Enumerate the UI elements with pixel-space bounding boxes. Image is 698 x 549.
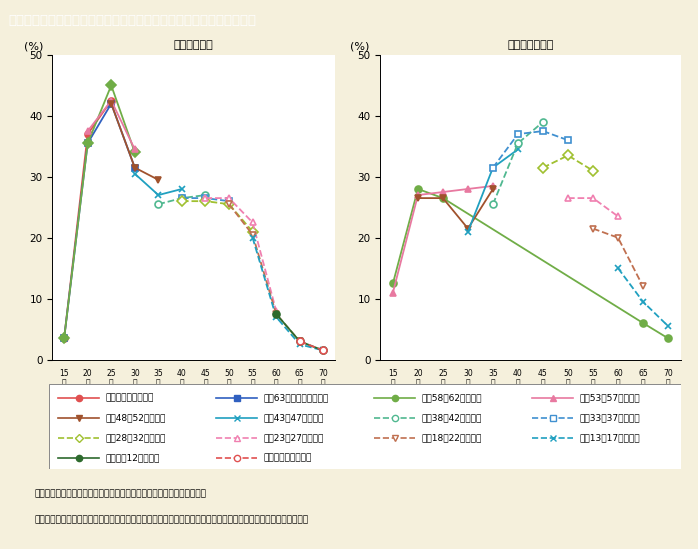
Text: 25
〜
29
歳: 25 〜 29 歳: [438, 369, 447, 407]
Text: ２．「正規の職員・従業員」を「正規雇用」，「非正規の職員・従業員」を「非正規雇用」としている。: ２．「正規の職員・従業員」を「正規雇用」，「非正規の職員・従業員」を「非正規雇用…: [35, 515, 309, 524]
Text: 50
〜
54
歳: 50 〜 54 歳: [224, 369, 234, 407]
Text: 15
〜
19
歳: 15 〜 19 歳: [388, 369, 398, 407]
Text: 55
〜
59
歳: 55 〜 59 歳: [248, 369, 258, 407]
Text: (%): (%): [350, 42, 370, 52]
Text: 35
〜
39
歳: 35 〜 39 歳: [154, 369, 163, 407]
Text: （備考）１．総務省「労働力調査（詳細集計）」（年平均）より作成。: （備考）１．総務省「労働力調査（詳細集計）」（年平均）より作成。: [35, 490, 207, 498]
Text: 昭和３〜７年生まれ: 昭和３〜７年生まれ: [264, 453, 312, 462]
Text: 65
〜
69
歳: 65 〜 69 歳: [638, 369, 648, 407]
Text: 昭和33〜37年生まれ: 昭和33〜37年生まれ: [579, 413, 640, 422]
Text: 45
〜
49
歳: 45 〜 49 歳: [538, 369, 548, 407]
Text: 35
〜
39
歳: 35 〜 39 歳: [488, 369, 498, 407]
Text: 60
〜
64
歳: 60 〜 64 歳: [613, 369, 623, 407]
Text: 昭和８〜12年生まれ: 昭和８〜12年生まれ: [105, 453, 160, 462]
Text: 昭和13〜17年生まれ: 昭和13〜17年生まれ: [579, 433, 640, 442]
Text: 40
〜
44
歳: 40 〜 44 歳: [177, 369, 187, 407]
Text: 50
〜
54
歳: 50 〜 54 歳: [563, 369, 573, 407]
Text: 55
〜
59
歳: 55 〜 59 歳: [588, 369, 598, 407]
Text: 20
〜
24
歳: 20 〜 24 歳: [413, 369, 423, 407]
Text: 40
〜
44
歳: 40 〜 44 歳: [513, 369, 523, 407]
Text: 昭和18〜22年生まれ: 昭和18〜22年生まれ: [422, 433, 482, 442]
Text: 昭和53〜57年生まれ: 昭和53〜57年生まれ: [579, 394, 640, 402]
Text: 30
〜
34
歳: 30 〜 34 歳: [130, 369, 140, 407]
Text: 平成５〜９年生まれ: 平成５〜９年生まれ: [105, 394, 154, 402]
Text: 第６図　女性の年齢階級別労働力率の世代による特徴（雇用形態別）: 第６図 女性の年齢階級別労働力率の世代による特徴（雇用形態別）: [8, 14, 256, 27]
Text: 昭和38〜42年生まれ: 昭和38〜42年生まれ: [422, 413, 482, 422]
Text: 45
〜
49
歳: 45 〜 49 歳: [200, 369, 210, 407]
FancyBboxPatch shape: [49, 384, 681, 469]
Text: 昭和63〜平成４年生まれ: 昭和63〜平成４年生まれ: [264, 394, 329, 402]
Text: 30
〜
34
歳: 30 〜 34 歳: [463, 369, 473, 407]
Text: 昭和48〜52年生まれ: 昭和48〜52年生まれ: [105, 413, 166, 422]
Text: 昭和28〜32年生まれ: 昭和28〜32年生まれ: [105, 433, 166, 442]
Text: 昭和23〜27年生まれ: 昭和23〜27年生まれ: [264, 433, 324, 442]
Text: 65
〜
69
歳: 65 〜 69 歳: [295, 369, 304, 407]
Text: 昭和43〜47年生まれ: 昭和43〜47年生まれ: [264, 413, 324, 422]
Text: (%): (%): [24, 42, 43, 52]
Text: 20
〜
24
歳: 20 〜 24 歳: [83, 369, 93, 407]
Title: 〈非正規雇用〉: 〈非正規雇用〉: [507, 40, 554, 50]
Text: 25
〜
29
歳: 25 〜 29 歳: [106, 369, 116, 407]
Text: 60
〜
64
歳: 60 〜 64 歳: [272, 369, 281, 407]
Text: 15
〜
19
歳: 15 〜 19 歳: [59, 369, 69, 407]
Text: 70
〜
74
歳: 70 〜 74 歳: [318, 369, 328, 407]
Text: 昭和58〜62年生まれ: 昭和58〜62年生まれ: [422, 394, 482, 402]
Title: 〈正規雇用〉: 〈正規雇用〉: [174, 40, 214, 50]
Text: 70
〜
74
歳: 70 〜 74 歳: [663, 369, 673, 407]
